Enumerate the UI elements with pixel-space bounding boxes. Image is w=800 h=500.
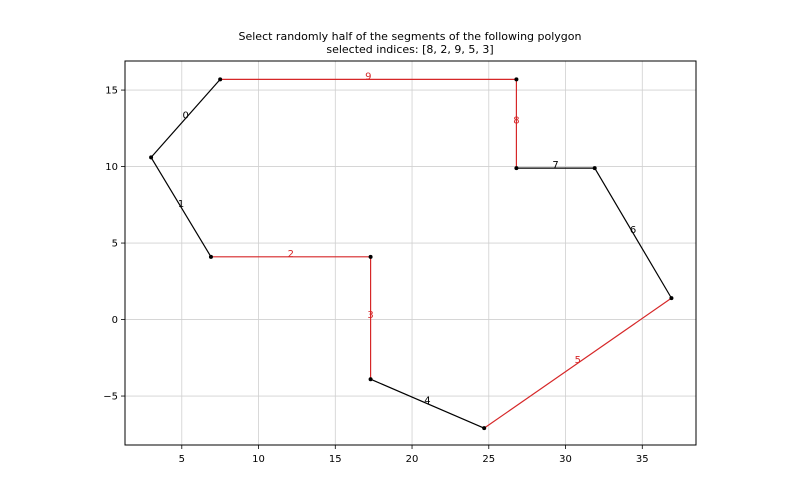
- x-tick-label: 20: [406, 454, 419, 465]
- vertex-6: [669, 296, 674, 301]
- chart-subtitle: selected indices: [8, 2, 9, 5, 3]: [326, 43, 493, 56]
- x-tick-label: 30: [559, 454, 572, 465]
- segment-label-3: 3: [367, 310, 373, 321]
- chart-title: Select randomly half of the segments of …: [239, 30, 582, 43]
- segment-labels: 0 1 2 3 4 5 6 7 8 9: [178, 71, 636, 406]
- y-tick-label: 10: [105, 162, 118, 173]
- segment-label-8: 8: [513, 116, 519, 127]
- x-tick-label: 10: [252, 454, 265, 465]
- polygon-vertices: [149, 77, 674, 431]
- grid: [125, 61, 696, 445]
- segment-5: [483, 297, 672, 429]
- segment-6: [594, 167, 672, 299]
- y-tick-label: −5: [103, 392, 118, 403]
- x-tick-label: 5: [179, 454, 185, 465]
- vertex-1: [149, 155, 154, 160]
- segment-label-9: 9: [365, 71, 371, 82]
- segment-label-0: 0: [182, 110, 188, 121]
- x-tick-label: 35: [636, 454, 649, 465]
- vertex-5: [482, 426, 487, 431]
- y-tick-label: 15: [105, 86, 118, 97]
- vertex-4: [368, 377, 373, 382]
- vertex-8: [514, 166, 519, 171]
- vertex-2: [208, 254, 213, 259]
- vertex-3: [368, 254, 373, 259]
- x-tick-label: 25: [482, 454, 495, 465]
- vertex-0: [218, 77, 223, 82]
- segment-label-7: 7: [552, 160, 558, 171]
- vertex-9: [514, 77, 519, 82]
- segment-label-2: 2: [288, 249, 294, 260]
- plot-frame: [124, 60, 697, 446]
- segment-4: [370, 378, 485, 429]
- segment-label-4: 4: [424, 396, 430, 407]
- vertex-7: [592, 166, 597, 171]
- segment-label-1: 1: [178, 199, 184, 210]
- x-tick-label: 15: [329, 454, 342, 465]
- segment-0: [150, 78, 221, 158]
- y-tick-label: 0: [112, 315, 118, 326]
- segment-label-6: 6: [630, 225, 636, 236]
- segment-label-5: 5: [575, 355, 581, 366]
- polygon-segments: [150, 78, 672, 429]
- segment-1: [150, 157, 212, 258]
- y-tick-label: 5: [112, 239, 118, 250]
